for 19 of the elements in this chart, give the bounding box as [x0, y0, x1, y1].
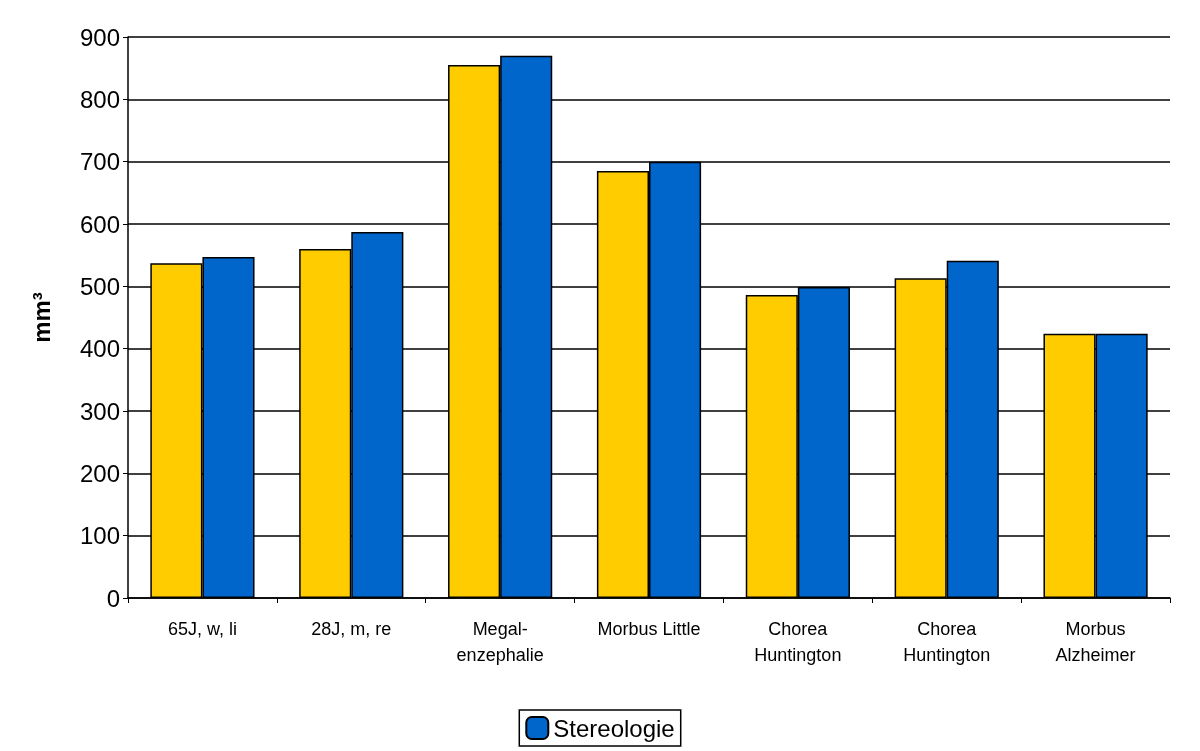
y-axis-title: mm³ — [27, 292, 55, 343]
y-tick-label: 100 — [79, 522, 120, 550]
y-tick-label: 200 — [79, 459, 120, 487]
x-tick-label: Megal- enzephalie — [456, 619, 544, 665]
y-tick-label: 500 — [79, 272, 120, 300]
x-tick-label: Chorea Huntington — [903, 619, 991, 665]
x-tick-label: Morbus Alzheimer — [1055, 619, 1136, 665]
y-tick-label: 300 — [79, 397, 120, 425]
y-tick-label: 600 — [79, 210, 120, 238]
y-tick-label: 800 — [79, 85, 120, 113]
y-tick-label: 900 — [79, 23, 120, 51]
x-tick-label: Morbus Little — [597, 619, 701, 639]
y-tick-label: 700 — [79, 148, 120, 176]
legend-label: Stereologie — [553, 714, 675, 742]
y-tick-label: 400 — [79, 335, 120, 363]
x-tick-label: Chorea Huntington — [754, 619, 842, 665]
x-tick-label: 65J, w, li — [167, 619, 237, 639]
x-tick-label: 28J, m, re — [311, 619, 392, 639]
y-tick-label: 0 — [106, 584, 120, 612]
